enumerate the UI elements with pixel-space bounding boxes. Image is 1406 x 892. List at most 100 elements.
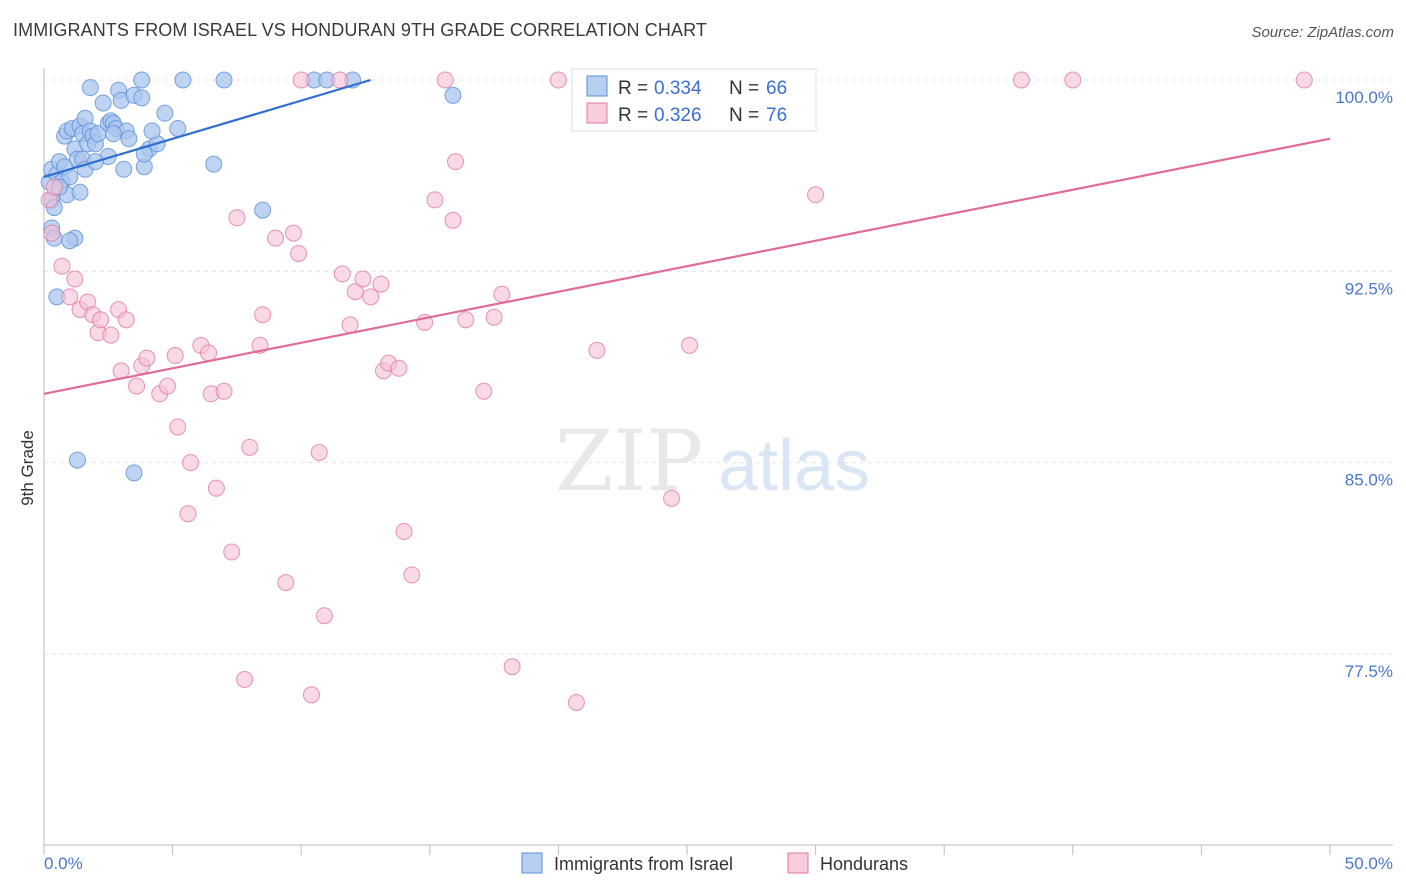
point-honduran [373, 276, 389, 292]
point-honduran [267, 230, 283, 246]
legend-r-label-israel: R = [618, 78, 648, 99]
point-honduran [550, 72, 566, 88]
legend-n-value-honduran: 76 [766, 105, 787, 126]
point-honduran [255, 307, 271, 323]
point-israel [445, 87, 461, 103]
point-honduran [448, 154, 464, 170]
point-honduran [229, 210, 245, 226]
point-honduran [486, 309, 502, 325]
x-tick-label-min: 0.0% [44, 854, 83, 873]
point-honduran [1013, 72, 1029, 88]
point-honduran [332, 72, 348, 88]
x-tick-label-max: 50.0% [1345, 854, 1393, 873]
point-israel [121, 131, 137, 147]
point-honduran [682, 337, 698, 353]
bottom-legend-label-israel: Immigrants from Israel [554, 854, 733, 874]
point-israel [62, 233, 78, 249]
point-honduran [1065, 72, 1081, 88]
point-honduran [208, 480, 224, 496]
point-honduran [363, 289, 379, 305]
point-honduran [224, 544, 240, 560]
legend-n-value-israel: 66 [766, 78, 787, 99]
point-israel [206, 156, 222, 172]
point-honduran [237, 672, 253, 688]
series-honduran-points [41, 72, 1312, 710]
point-honduran [201, 345, 217, 361]
point-honduran [44, 225, 60, 241]
point-honduran [334, 266, 350, 282]
watermark-atlas: atlas [718, 426, 870, 506]
point-israel [157, 105, 173, 121]
legend-swatch-israel [587, 76, 607, 96]
point-honduran [311, 444, 327, 460]
point-honduran [62, 289, 78, 305]
point-honduran [316, 608, 332, 624]
trend-line-honduran [44, 139, 1330, 394]
point-honduran [93, 312, 109, 328]
point-honduran [427, 192, 443, 208]
y-tick-label: 100.0% [1335, 88, 1393, 107]
series-legend: Immigrants from Israel Hondurans [522, 853, 908, 874]
legend-r-value-israel: 0.334 [654, 78, 702, 99]
legend-r-label-honduran: R = [618, 105, 648, 126]
point-israel [216, 72, 232, 88]
y-tick-label: 77.5% [1345, 662, 1393, 681]
point-israel [134, 90, 150, 106]
point-israel [255, 202, 271, 218]
point-honduran [404, 567, 420, 583]
point-honduran [54, 258, 70, 274]
point-israel [144, 123, 160, 139]
point-honduran [293, 72, 309, 88]
point-honduran [1296, 72, 1312, 88]
watermark-zip: ZIP [555, 412, 703, 510]
y-axis-label: 9th Grade [18, 430, 37, 506]
point-honduran [67, 271, 83, 287]
point-honduran [494, 286, 510, 302]
legend-n-label-israel: N = [729, 78, 759, 99]
legend-n-label-honduran: N = [729, 105, 759, 126]
point-israel [105, 126, 121, 142]
point-honduran [437, 72, 453, 88]
point-honduran [118, 312, 134, 328]
point-honduran [129, 378, 145, 394]
point-israel [170, 120, 186, 136]
stats-legend: R = 0.334 N = 66 R = 0.326 N = 76 [572, 69, 816, 131]
point-israel [175, 72, 191, 88]
point-israel [134, 72, 150, 88]
point-honduran [167, 348, 183, 364]
point-honduran [342, 317, 358, 333]
point-honduran [808, 187, 824, 203]
point-honduran [458, 312, 474, 328]
point-honduran [242, 439, 258, 455]
point-israel [82, 80, 98, 96]
point-honduran [589, 342, 605, 358]
watermark: ZIP atlas [555, 412, 870, 510]
point-israel [72, 184, 88, 200]
point-israel [126, 465, 142, 481]
point-honduran [391, 360, 407, 376]
bottom-legend-label-honduran: Hondurans [820, 854, 908, 874]
point-honduran [445, 212, 461, 228]
point-honduran [476, 383, 492, 399]
legend-r-value-honduran: 0.326 [654, 105, 702, 126]
point-honduran [355, 271, 371, 287]
y-tick-label: 85.0% [1345, 471, 1393, 490]
point-israel [69, 452, 85, 468]
point-honduran [303, 687, 319, 703]
legend-swatch-honduran [587, 103, 607, 123]
point-honduran [159, 378, 175, 394]
y-tick-label: 92.5% [1345, 279, 1393, 298]
point-honduran [568, 694, 584, 710]
point-honduran [180, 506, 196, 522]
point-honduran [664, 490, 680, 506]
point-honduran [396, 524, 412, 540]
point-honduran [170, 419, 186, 435]
point-israel [95, 95, 111, 111]
point-honduran [285, 225, 301, 241]
bottom-legend-swatch-honduran [788, 853, 808, 873]
bottom-legend-swatch-israel [522, 853, 542, 873]
point-honduran [103, 327, 119, 343]
point-honduran [216, 383, 232, 399]
point-honduran [46, 179, 62, 195]
point-israel [116, 161, 132, 177]
